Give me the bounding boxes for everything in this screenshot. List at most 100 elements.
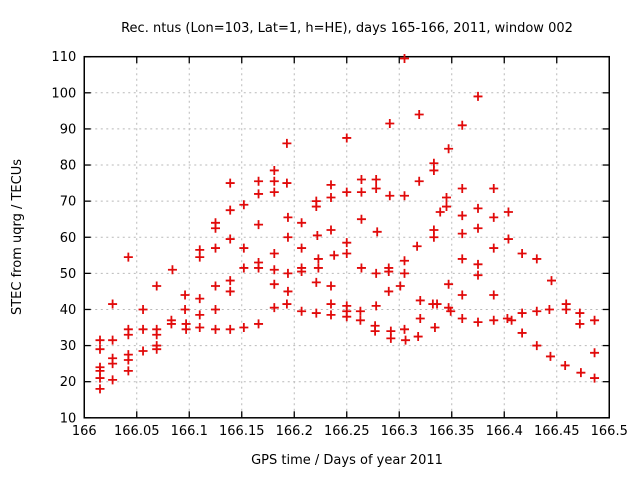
data-point-marker [457,313,467,323]
data-point-marker [225,276,235,286]
data-point-marker [489,243,499,253]
data-point-marker [545,351,555,361]
data-point-marker [432,299,442,309]
data-point-marker [254,176,264,186]
data-point-marker [429,165,439,175]
data-point-marker [429,232,439,242]
data-point-marker [371,301,381,311]
data-point-marker [123,366,133,376]
data-point-marker [590,373,600,383]
data-point-marker [457,211,467,221]
data-point-marker [575,308,585,318]
data-point-marker [195,323,205,333]
data-point-marker [297,267,307,277]
data-point-marker [457,290,467,300]
data-point-marker [457,254,467,264]
y-tick-label: 20 [60,375,77,390]
data-point-marker [269,165,279,175]
data-point-marker [282,138,292,148]
data-point-marker [123,252,133,262]
data-point-marker [414,109,424,119]
x-tick-label: 166.3 [381,424,418,439]
y-tick-label: 40 [60,303,77,318]
y-tick-label: 90 [60,122,77,137]
data-point-marker [385,119,395,129]
data-point-marker [457,184,467,194]
data-point-marker [211,324,220,334]
data-point-marker [415,295,425,305]
data-point-marker [254,263,264,273]
data-point-marker [283,286,293,296]
x-axis-label: GPS time / Days of year 2011 [251,453,443,468]
y-tick-label: 80 [60,159,77,174]
data-point-marker [507,315,517,325]
data-point-marker [211,304,220,314]
data-point-marker [384,267,394,277]
y-tick-label: 30 [60,339,77,354]
x-tick-label: 166.45 [534,424,580,439]
data-point-marker [342,238,352,248]
data-point-marker [123,330,133,340]
data-point-marker [283,232,293,242]
data-point-marker [473,270,483,280]
data-point-marker [412,241,422,251]
data-point-marker [138,304,148,314]
y-tick-label: 60 [60,231,77,246]
data-point-marker [532,341,542,351]
data-point-marker [211,223,220,233]
data-point-marker [503,234,513,244]
data-point-marker [167,265,177,275]
x-tick-label: 166.4 [486,424,523,439]
data-point-marker [225,234,235,244]
x-tick-label: 166.05 [114,424,160,439]
data-point-marker [517,308,527,318]
data-point-marker [269,303,279,313]
data-point-marker [95,373,105,383]
data-point-marker [312,230,322,240]
data-point-marker [95,384,105,394]
data-point-marker [311,202,321,212]
data-point-marker [283,268,293,278]
data-point-marker [326,180,336,190]
data-point-marker [195,310,205,320]
data-point-marker [355,315,365,325]
data-point-marker [326,310,336,320]
data-point-marker [400,191,409,201]
data-point-marker [254,189,264,199]
data-point-marker [590,315,600,325]
data-point-marker [225,324,235,334]
data-point-marker [313,254,323,264]
data-point-marker [356,214,366,224]
x-tick-label: 166.2 [276,424,313,439]
data-point-marker [430,323,440,333]
data-point-marker [401,335,411,345]
x-tick-label: 166 [72,424,97,439]
data-point-marker [269,279,279,289]
data-point-marker [561,304,571,314]
data-point-marker [239,243,249,253]
data-point-marker [356,174,366,184]
data-point-marker [282,178,292,188]
data-point-marker [239,263,249,273]
data-point-marker [108,299,118,309]
data-point-marker [283,212,293,222]
data-point-marker [532,306,542,316]
data-point-marker [442,193,451,203]
data-point-marker [370,326,380,336]
data-point-marker [311,308,321,318]
data-point-marker [415,313,425,323]
data-point-marker [400,256,409,266]
y-tick-label: 10 [60,411,77,426]
y-tick-label: 100 [51,86,76,101]
data-point-marker [239,200,249,210]
data-point-marker [386,333,396,343]
data-point-marker [108,335,118,345]
data-point-marker [108,359,118,369]
data-point-marker [371,268,381,278]
data-point-marker [152,281,162,291]
data-point-marker [225,286,235,296]
data-point-marker [473,259,483,269]
data-point-marker [489,212,499,222]
data-point-marker [489,184,499,194]
x-tick-label: 166.25 [324,424,370,439]
